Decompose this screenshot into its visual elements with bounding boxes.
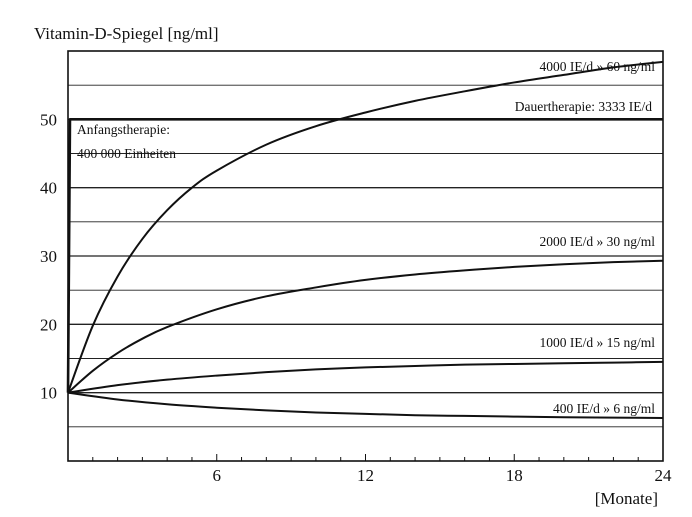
y-tick-label: 10 <box>40 384 57 403</box>
y-tick-label: 20 <box>40 315 57 334</box>
series-line-400 <box>67 391 664 419</box>
y-tick-label: 40 <box>40 179 57 198</box>
annotation-einheiten: 400 000 Einheiten <box>77 146 176 161</box>
chart-title: Vitamin-D-Spiegel [ng/ml] <box>34 24 219 43</box>
series-label-4000: 4000 IE/d » 60 ng/ml <box>540 59 656 74</box>
series-line-1000 <box>67 360 664 394</box>
series-label-dauertherapie: Dauertherapie: 3333 IE/d <box>515 99 652 114</box>
series-line-dauertherapie <box>66 118 663 393</box>
x-axis-label: [Monate] <box>595 489 658 508</box>
y-tick-labels: 10 20 30 40 50 <box>40 110 57 402</box>
x-tick-marks <box>92 454 639 461</box>
series-lines <box>66 60 664 419</box>
y-tick-label: 30 <box>40 247 57 266</box>
annotation-anfangstherapie: Anfangstherapie: <box>77 122 170 137</box>
series-line-2000 <box>67 259 664 394</box>
x-tick-labels: 6 12 18 24 <box>213 466 673 485</box>
series-labels: 4000 IE/d » 60 ng/ml 2000 IE/d » 30 ng/m… <box>77 59 655 416</box>
series-label-1000: 1000 IE/d » 15 ng/ml <box>540 335 656 350</box>
y-tick-label: 50 <box>40 110 57 129</box>
x-tick-label: 6 <box>213 466 222 485</box>
x-tick-label: 12 <box>357 466 374 485</box>
series-label-2000: 2000 IE/d » 30 ng/ml <box>540 234 656 249</box>
x-tick-label: 24 <box>655 466 673 485</box>
series-label-400: 400 IE/d » 6 ng/ml <box>553 401 655 416</box>
series-line-4000 <box>67 60 664 394</box>
x-tick-label: 18 <box>506 466 523 485</box>
